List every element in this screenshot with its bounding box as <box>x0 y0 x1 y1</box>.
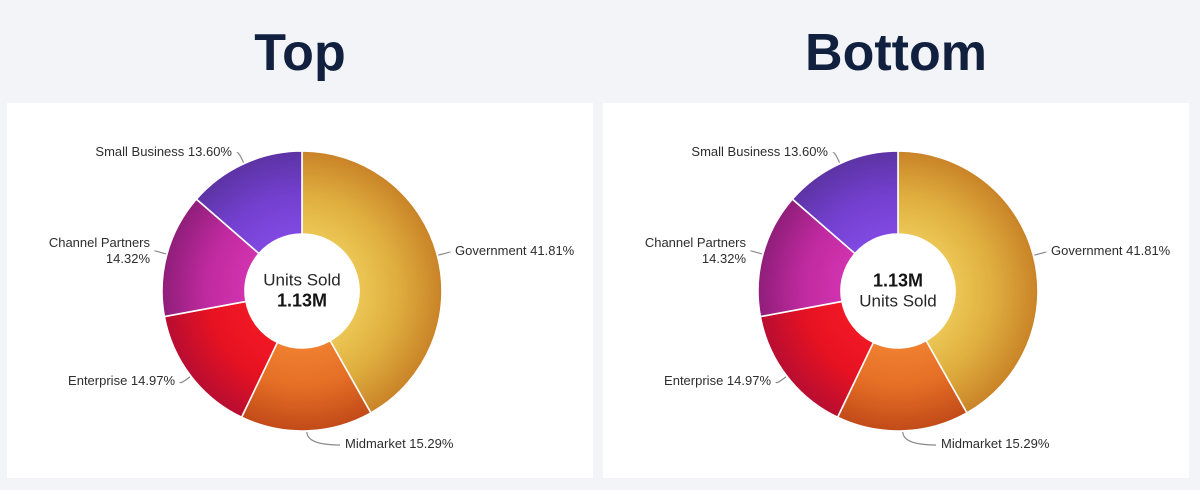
donut-chart <box>750 150 1047 446</box>
callout-label-channel-partners: Channel Partners 14.32% <box>48 235 150 266</box>
callout-line-small-business <box>236 152 245 163</box>
slice-small-business[interactable] <box>195 150 303 255</box>
donut-chart-panel-bottom: Government 41.81% Midmarket 15.29% Enterpr… <box>603 103 1189 478</box>
slice-midmarket[interactable] <box>836 339 968 432</box>
donut-center-label: Units Sold 1.13M <box>263 271 340 312</box>
slice-enterprise[interactable] <box>759 300 875 419</box>
callout-label-enterprise: Enterprise 14.97% <box>68 373 175 388</box>
donut-center-label: 1.13M Units Sold <box>859 271 936 312</box>
slice-enterprise[interactable] <box>163 300 279 419</box>
slice-government[interactable] <box>897 150 1039 414</box>
callout-line-small-business <box>832 152 841 163</box>
callout-label-enterprise: Enterprise 14.97% <box>664 373 771 388</box>
center-value: 1.13M <box>872 270 924 291</box>
center-value: 1.13M <box>276 290 328 311</box>
callout-line-enterprise <box>775 376 787 384</box>
callout-line-government <box>438 251 451 256</box>
chart-title-bottom: Bottom <box>805 24 987 82</box>
callout-label-small-business: Small Business 13.60% <box>95 144 232 159</box>
callout-line-government <box>1034 251 1047 256</box>
callout-line-midmarket <box>306 431 341 446</box>
slice-government[interactable] <box>301 150 443 414</box>
center-measure-name: Units Sold <box>859 291 937 311</box>
callout-label-government: Government 41.81% <box>455 243 575 258</box>
callout-line-midmarket <box>902 431 937 446</box>
donut-chart <box>154 150 451 446</box>
slice-midmarket[interactable] <box>240 339 372 432</box>
chart-title-top: Top <box>254 24 346 82</box>
callout-label-channel-partners: Channel Partners 14.32% <box>644 235 746 266</box>
center-measure-name: Units Sold <box>263 270 341 290</box>
callout-line-channel-partners <box>750 250 763 255</box>
donut-chart-panel-top: Government 41.81% Midmarket 15.29% Enterpr… <box>7 103 593 478</box>
callout-label-midmarket: Midmarket 15.29% <box>941 436 1050 451</box>
callout-label-small-business: Small Business 13.60% <box>691 144 828 159</box>
callout-line-channel-partners <box>154 250 167 255</box>
callout-label-government: Government 41.81% <box>1051 243 1171 258</box>
callout-line-enterprise <box>179 376 191 384</box>
slice-small-business[interactable] <box>791 150 899 255</box>
callout-label-midmarket: Midmarket 15.29% <box>345 436 454 451</box>
